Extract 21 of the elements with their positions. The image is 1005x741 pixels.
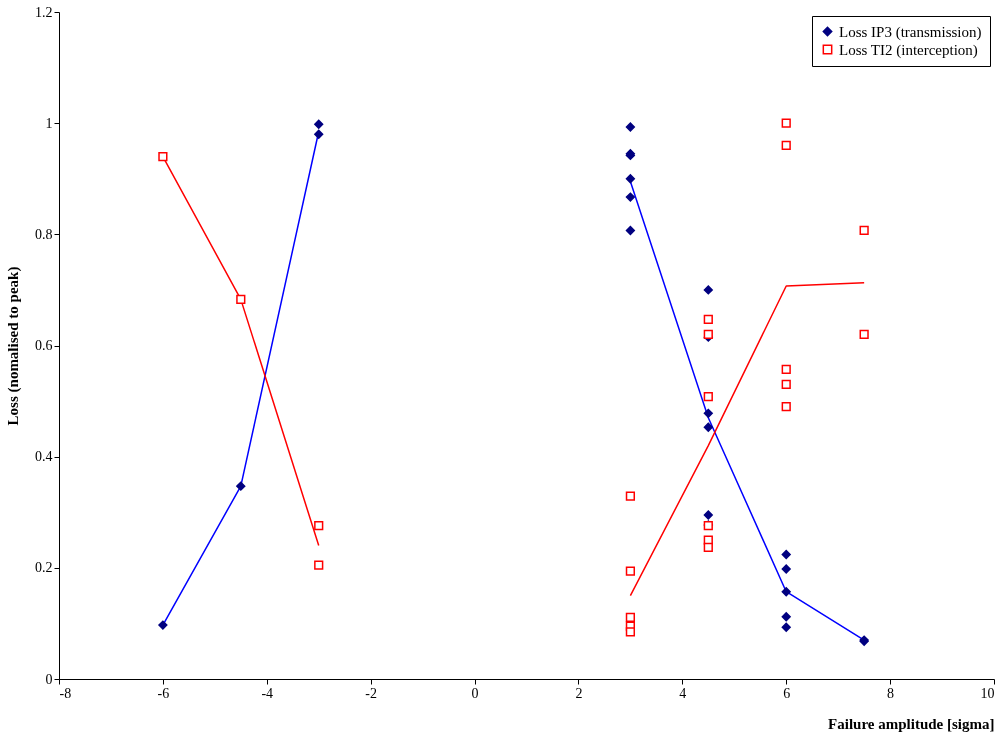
y-tick-label: 0.8 <box>35 226 53 242</box>
x-tick-label: 10 <box>980 685 995 701</box>
x-tick-label: -2 <box>365 685 377 701</box>
legend-label: Loss TI2 (interception) <box>839 41 978 59</box>
x-tick-label: 4 <box>679 685 687 701</box>
y-tick-label: 0.6 <box>35 338 53 353</box>
x-tick-label: 0 <box>471 685 479 701</box>
x-tick-label: 8 <box>887 685 895 701</box>
y-tick-label: 0 <box>45 671 53 687</box>
x-tick-label: 2 <box>575 685 583 701</box>
x-axis-title: Failure amplitude [sigma] <box>828 715 995 732</box>
y-axis-title: Loss (nomalised to peak) <box>5 266 22 426</box>
x-tick-label: -4 <box>261 685 274 701</box>
x-tick-label: -8 <box>59 685 72 701</box>
x-tick-label: -6 <box>157 685 170 701</box>
y-tick-label: 0.2 <box>35 560 53 576</box>
y-tick-label: 1.2 <box>35 4 53 20</box>
y-tick-label: 1 <box>45 115 53 131</box>
x-tick-label: 6 <box>783 685 791 701</box>
legend-label: Loss IP3 (transmission) <box>839 23 982 41</box>
y-tick-label: 0.4 <box>35 449 53 465</box>
